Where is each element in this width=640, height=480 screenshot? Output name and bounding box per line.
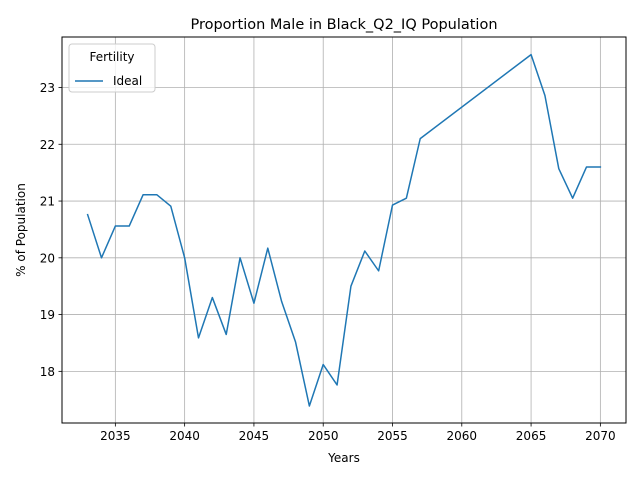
series-layer: [86, 53, 602, 407]
legend: Fertility Ideal: [68, 43, 156, 93]
y-tick-label: 23: [40, 81, 55, 95]
plot-frame: [61, 36, 627, 424]
y-tick-label: 22: [40, 138, 55, 152]
x-tick-label: 2050: [308, 429, 339, 443]
y-tick-label: 21: [40, 195, 55, 209]
y-axis-label: % of Population: [14, 183, 28, 277]
y-tick-label: 18: [40, 365, 55, 379]
x-tick-label: 2035: [100, 429, 131, 443]
legend-box: [68, 43, 156, 93]
y-tick-label: 20: [40, 251, 55, 265]
legend-title: Fertility: [89, 50, 134, 64]
x-tick-label: 2070: [585, 429, 616, 443]
series-line-ideal: [86, 53, 602, 407]
x-axis-ticks: 2035 2040 2045 2050 2055 2060 2065 2070: [100, 423, 616, 443]
grid: [62, 37, 626, 423]
x-tick-label: 2055: [377, 429, 408, 443]
x-tick-label: 2065: [516, 429, 547, 443]
y-tick-label: 19: [40, 308, 55, 322]
x-tick-label: 2045: [239, 429, 270, 443]
y-axis-ticks: 18 19 20 21 22 23: [40, 81, 62, 379]
chart-title: Proportion Male in Black_Q2_IQ Populatio…: [190, 17, 497, 33]
x-tick-label: 2060: [447, 429, 478, 443]
legend-label-ideal: Ideal: [113, 74, 142, 88]
x-tick-label: 2040: [169, 429, 200, 443]
x-axis-label: Years: [327, 451, 360, 465]
